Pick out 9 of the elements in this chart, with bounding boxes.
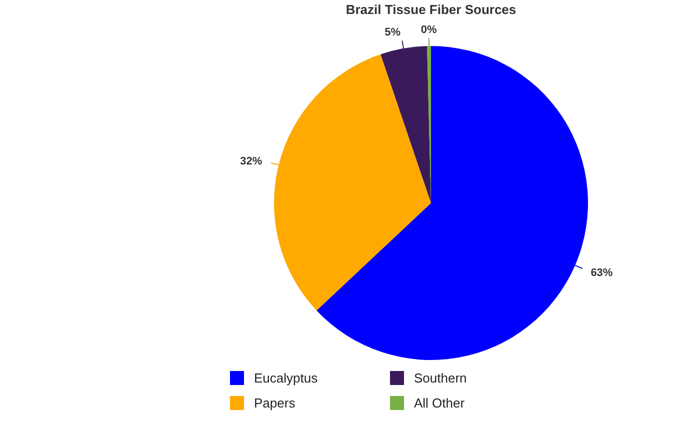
legend-label: Eucalyptus	[254, 370, 318, 386]
chart-title: Brazil Tissue Fiber Sources	[346, 2, 516, 17]
legend-label: All Other	[414, 396, 466, 411]
legend-label: Papers	[254, 396, 296, 411]
data-label: 32%	[240, 156, 262, 168]
data-label: 0%	[420, 24, 437, 36]
legend-label: Southern	[414, 370, 467, 386]
data-label: 5%	[384, 26, 401, 39]
data-label: 63%	[590, 266, 613, 279]
